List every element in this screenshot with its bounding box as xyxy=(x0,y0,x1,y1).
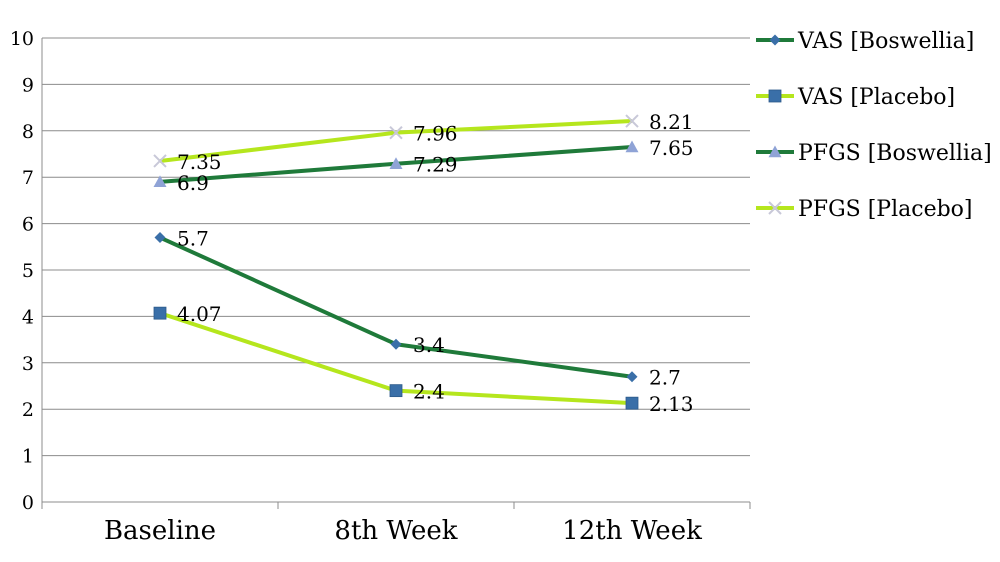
y-tick-label: 9 xyxy=(22,74,34,96)
series-layer xyxy=(153,114,639,410)
legend-label: VAS [Placebo] xyxy=(797,85,955,110)
data-label: 7.96 xyxy=(413,122,458,146)
data-point-marker xyxy=(153,154,167,168)
y-tick-label: 10 xyxy=(10,28,34,50)
data-point-marker xyxy=(153,306,167,320)
legend-label: VAS [Boswellia] xyxy=(797,29,974,54)
y-tick-label: 5 xyxy=(22,260,34,282)
legend-item: VAS [Placebo] xyxy=(756,85,955,110)
data-point-marker xyxy=(389,125,403,140)
legend-label: PFGS [Placebo] xyxy=(798,197,973,222)
legend-marker xyxy=(769,34,781,46)
y-tick-label: 0 xyxy=(22,492,34,514)
legend-item: PFGS [Placebo] xyxy=(756,197,973,222)
y-tick-label: 1 xyxy=(22,446,34,468)
data-label: 3.4 xyxy=(413,333,445,357)
data-point-marker xyxy=(154,232,166,244)
series-0 xyxy=(154,232,638,383)
legend-item: PFGS [Boswellia] xyxy=(756,141,992,166)
data-label: 7.35 xyxy=(177,150,222,174)
marker-stroke xyxy=(768,201,782,215)
legend-marker xyxy=(768,145,782,158)
data-label-layer: 5.7 3.4 2.7 4.07 2.4 2.13 6.9 7.29 7.65 7.35 7.96 8… xyxy=(177,110,694,416)
series-line xyxy=(159,119,633,163)
data-point-marker xyxy=(389,157,403,169)
series-1 xyxy=(153,306,639,410)
legend-item: VAS [Boswellia] xyxy=(756,29,974,54)
data-point-marker xyxy=(390,338,402,350)
axis-layer: 0 1 2 3 4 5 6 7 8 9 10 Baseline 8th Week 12th Week xyxy=(10,28,751,546)
data-label: 2.7 xyxy=(649,366,681,390)
data-label: 7.29 xyxy=(413,153,458,177)
legend-marker xyxy=(768,201,782,215)
data-label: 2.4 xyxy=(413,380,445,404)
y-tick-label: 7 xyxy=(22,167,34,189)
data-label: 7.65 xyxy=(649,136,694,160)
legend-label: PFGS [Boswellia] xyxy=(798,141,992,166)
y-tick-label: 3 xyxy=(22,353,34,375)
y-tick-label: 2 xyxy=(22,399,34,421)
data-label: 5.7 xyxy=(177,227,209,251)
y-tick-label: 8 xyxy=(22,121,34,143)
legend-marker xyxy=(768,89,782,103)
data-point-marker xyxy=(153,175,167,188)
data-point-marker xyxy=(626,371,638,383)
series-line xyxy=(159,235,633,379)
x-tick-label: 8th Week xyxy=(334,516,457,546)
x-tick-label: Baseline xyxy=(104,516,216,546)
y-tick-label: 6 xyxy=(22,214,34,236)
data-point-marker xyxy=(625,114,639,128)
data-point-marker xyxy=(389,384,403,398)
marker-stroke xyxy=(625,114,639,128)
marker-stroke xyxy=(389,125,403,140)
data-point-marker xyxy=(625,140,639,153)
data-label: 2.13 xyxy=(649,392,694,416)
series-3 xyxy=(153,114,639,168)
data-label: 8.21 xyxy=(649,110,694,134)
data-label: 6.9 xyxy=(177,171,209,195)
data-label: 4.07 xyxy=(177,302,222,326)
legend: VAS [Boswellia] VAS [Placebo] PFGS [Boswel… xyxy=(756,29,992,222)
data-point-marker xyxy=(625,396,639,410)
x-tick-label: 12th Week xyxy=(562,516,702,546)
marker-stroke xyxy=(153,154,167,168)
y-tick-label: 4 xyxy=(22,306,34,328)
series-2 xyxy=(153,140,639,188)
